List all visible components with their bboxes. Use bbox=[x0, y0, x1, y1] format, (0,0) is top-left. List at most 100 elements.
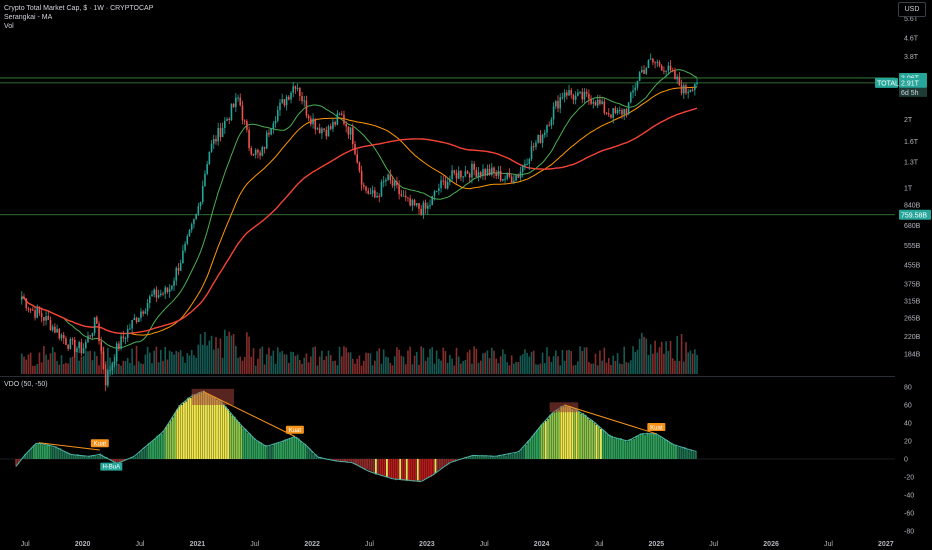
vdo-bar bbox=[668, 442, 671, 459]
volume-bar bbox=[581, 350, 584, 374]
vdo-tick-label: -40 bbox=[904, 493, 914, 500]
candle-body bbox=[34, 310, 36, 318]
candle-body bbox=[45, 316, 47, 321]
vdo-bar bbox=[452, 459, 455, 462]
volume-bar bbox=[25, 359, 28, 374]
vdo-bar bbox=[209, 394, 212, 459]
volume-bar bbox=[634, 351, 637, 374]
volume-bar bbox=[120, 365, 122, 374]
volume-bar bbox=[257, 358, 259, 374]
candle-body bbox=[508, 173, 511, 177]
candle-body bbox=[513, 180, 515, 183]
vdo-bar bbox=[52, 447, 55, 459]
volume-bar bbox=[126, 357, 129, 374]
strong-tag: Kuat bbox=[289, 428, 302, 434]
volume-bar bbox=[457, 356, 460, 374]
vdo-indicator-label[interactable]: VDO (50, -50) bbox=[4, 381, 48, 388]
vdo-bar bbox=[494, 457, 496, 459]
vdo-bar bbox=[136, 454, 139, 459]
volume-bar bbox=[142, 363, 144, 374]
vdo-bar bbox=[341, 459, 344, 462]
volume-bar bbox=[585, 347, 588, 374]
candle-body bbox=[605, 113, 608, 115]
vdo-bar bbox=[163, 430, 166, 459]
volume-bar bbox=[543, 363, 546, 374]
candle-body bbox=[164, 287, 167, 294]
vdo-bar bbox=[171, 417, 174, 459]
candle-body bbox=[21, 296, 23, 300]
candle-body bbox=[499, 170, 502, 181]
candle-body bbox=[281, 99, 283, 103]
vdo-tick-label: 60 bbox=[904, 403, 912, 410]
candle-body bbox=[409, 198, 411, 206]
vdo-bar bbox=[447, 459, 450, 465]
volume-bar bbox=[140, 363, 142, 374]
candle-body bbox=[420, 208, 422, 215]
candle-body bbox=[473, 163, 475, 170]
time-axis-label: 2027 bbox=[878, 541, 894, 548]
vdo-bar bbox=[405, 459, 408, 481]
vdo-bar bbox=[421, 459, 424, 481]
candle-body bbox=[107, 370, 109, 386]
volume-bar bbox=[508, 365, 511, 374]
candle-body bbox=[201, 186, 204, 203]
vdo-bar bbox=[516, 452, 519, 459]
candle-body bbox=[195, 213, 197, 220]
volume-bar bbox=[680, 334, 683, 374]
volume-bar bbox=[190, 350, 193, 374]
candle-body bbox=[23, 296, 25, 299]
vdo-bar bbox=[348, 459, 351, 462]
vdo-bar bbox=[410, 459, 413, 481]
volume-bar bbox=[513, 363, 515, 374]
vdo-bar bbox=[249, 433, 252, 459]
volume-indicator-label[interactable]: Vol bbox=[4, 23, 14, 30]
candle-body bbox=[667, 65, 670, 71]
volume-bar bbox=[497, 363, 500, 374]
vdo-bar bbox=[483, 456, 485, 459]
candle-body bbox=[429, 205, 431, 207]
volume-bar bbox=[365, 352, 367, 374]
volume-bar bbox=[310, 356, 312, 374]
candle-body bbox=[599, 99, 601, 104]
candle-body bbox=[618, 109, 621, 111]
ma-indicator-label[interactable]: Serangkai - MA bbox=[4, 14, 53, 21]
vdo-bar bbox=[19, 459, 22, 461]
vdo-bar bbox=[518, 451, 521, 459]
vdo-bar bbox=[577, 411, 580, 459]
candle-body bbox=[504, 178, 506, 180]
divergence-line bbox=[38, 442, 100, 451]
volume-bar bbox=[151, 363, 153, 374]
vdo-bar bbox=[253, 438, 256, 459]
vdo-bar bbox=[423, 459, 426, 480]
volume-bar bbox=[433, 363, 436, 374]
volume-bar bbox=[491, 347, 493, 374]
vdo-bar bbox=[116, 459, 119, 465]
currency-button[interactable]: USD bbox=[898, 2, 926, 17]
candle-body bbox=[398, 185, 400, 195]
volume-bar bbox=[603, 347, 606, 374]
candle-body bbox=[488, 168, 491, 176]
candle-body bbox=[577, 92, 579, 96]
vdo-bar bbox=[538, 427, 541, 459]
volume-bar bbox=[464, 359, 467, 374]
candle-body bbox=[555, 100, 557, 107]
volume-bar bbox=[442, 347, 445, 374]
ma-mid-line bbox=[21, 86, 698, 336]
vdo-bar bbox=[372, 459, 375, 473]
candle-body bbox=[230, 103, 233, 121]
vdo-bar bbox=[61, 450, 64, 459]
candle-body bbox=[142, 311, 144, 314]
candle-body bbox=[643, 69, 645, 74]
volume-bar bbox=[643, 336, 645, 374]
vdo-bar bbox=[619, 438, 622, 459]
price-tick-label: 220B bbox=[904, 334, 921, 341]
candle-body bbox=[495, 172, 498, 176]
vdo-bar bbox=[527, 440, 530, 459]
vdo-bar bbox=[37, 443, 40, 459]
time-axis-label: Jul bbox=[709, 541, 718, 548]
weak-tag: H-BuA bbox=[102, 465, 120, 471]
candle-body bbox=[446, 182, 449, 189]
vdo-bar bbox=[313, 454, 316, 459]
vdo-tick-label: 40 bbox=[904, 421, 912, 428]
